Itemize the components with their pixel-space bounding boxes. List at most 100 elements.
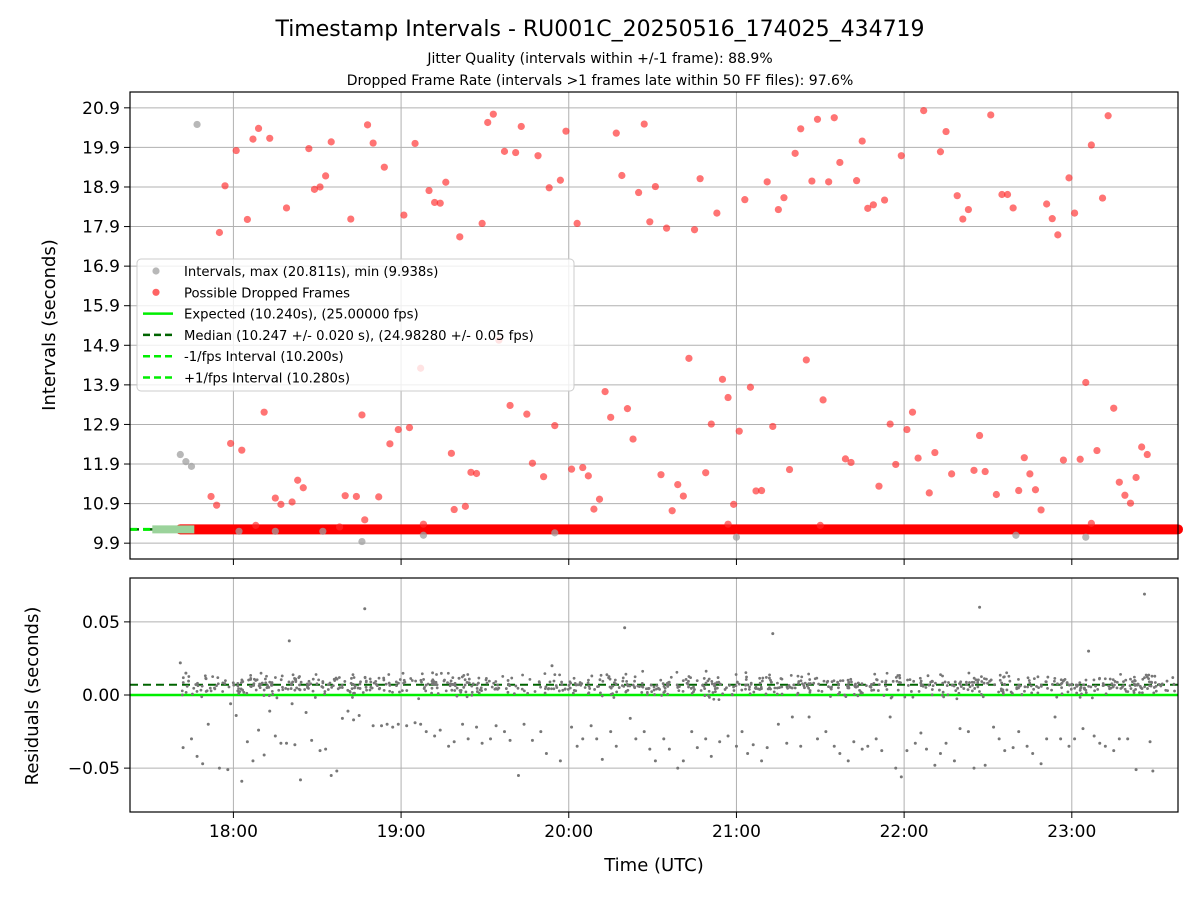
interval-point — [182, 458, 190, 466]
residual-point — [921, 683, 925, 687]
residual-point — [286, 687, 290, 691]
residual-point — [624, 689, 628, 693]
dropped-frame-point — [914, 454, 922, 462]
residual-point — [772, 690, 776, 694]
residual-point — [850, 680, 853, 684]
residual-point — [1023, 685, 1027, 689]
dropped-frame-point — [540, 473, 548, 481]
residual-point — [450, 688, 454, 692]
residual-point — [192, 686, 196, 690]
residual-point — [490, 685, 494, 689]
residual-point — [568, 686, 572, 690]
residual-outlier-point — [628, 716, 632, 720]
residual-point — [1172, 682, 1176, 686]
residual-point — [659, 678, 663, 682]
dropped-frame-point — [1059, 456, 1068, 464]
residual-point — [227, 685, 231, 689]
residual-point — [797, 682, 800, 685]
dropped-frame-point — [853, 177, 861, 185]
residual-point — [448, 682, 452, 686]
residual-point — [761, 676, 765, 680]
residual-point — [979, 692, 983, 696]
residual-point — [628, 684, 632, 688]
dropped-frame-point — [249, 135, 257, 143]
residual-point — [1153, 674, 1157, 678]
residual-point — [543, 672, 547, 676]
dropped-frame-point — [948, 470, 956, 478]
interval-point — [193, 120, 201, 129]
residual-outlier-point — [623, 626, 627, 630]
residual-point — [455, 686, 459, 690]
dropped-frame-point — [757, 486, 766, 495]
residual-point — [754, 685, 758, 689]
residual-point — [596, 685, 599, 689]
residual-point — [728, 684, 731, 687]
residual-point — [640, 685, 644, 688]
residual-outlier-point — [690, 730, 694, 734]
residual-point — [281, 688, 285, 692]
residual-point — [422, 687, 426, 691]
dropped-frame-point — [785, 465, 794, 474]
residual-point — [1160, 682, 1164, 686]
residual-point — [1073, 686, 1077, 690]
residual-point — [993, 683, 997, 687]
dropped-frame-point — [1020, 454, 1028, 462]
residual-point — [508, 684, 512, 688]
residual-point — [391, 690, 394, 694]
residual-point — [291, 680, 295, 684]
residual-point — [976, 681, 980, 685]
residual-point — [976, 678, 980, 682]
residual-point — [760, 687, 763, 691]
residual-point — [1150, 674, 1154, 678]
residual-point — [838, 690, 842, 694]
dropped-frame-point — [880, 196, 889, 204]
residual-point — [665, 684, 669, 687]
residual-outlier-point — [807, 715, 811, 719]
residual-outlier-point — [880, 749, 884, 753]
residual-point — [1046, 675, 1050, 679]
dropped-frame-point — [545, 184, 553, 192]
residual-outlier-point — [391, 725, 395, 729]
residual-point — [744, 683, 747, 687]
residual-outlier-point — [575, 744, 579, 748]
residual-point — [340, 683, 344, 687]
residual-point — [378, 686, 382, 690]
residual-point — [321, 680, 325, 683]
residual-outlier-point — [229, 702, 233, 706]
dropped-frame-point — [375, 493, 383, 501]
residual-point — [1075, 691, 1079, 695]
residual-point — [1000, 689, 1003, 693]
residual-point — [614, 682, 618, 686]
residual-point — [216, 676, 220, 679]
residual-point — [934, 681, 937, 685]
residual-point — [857, 681, 860, 685]
residual-point — [547, 687, 551, 690]
residual-point — [703, 687, 707, 691]
residual-outlier-point — [799, 744, 803, 748]
residual-point — [348, 690, 352, 694]
residual-point — [859, 691, 863, 695]
residual-point — [358, 682, 362, 686]
residual-outlier-point — [662, 737, 666, 741]
residual-point — [827, 685, 830, 689]
residual-point — [756, 687, 760, 691]
residual-point — [1062, 678, 1066, 682]
residual-point — [236, 682, 240, 685]
dropped-frame-point — [679, 492, 687, 500]
dropped-frame-point — [623, 405, 632, 413]
residual-point — [484, 687, 487, 691]
residual-point — [839, 679, 842, 683]
residual-outlier-point — [1098, 741, 1102, 745]
residual-point — [453, 684, 457, 688]
residual-point — [1108, 677, 1112, 681]
residual-point — [520, 687, 524, 691]
residual-outlier-point — [642, 730, 646, 734]
dropped-frame-point — [562, 127, 570, 135]
residual-point — [314, 673, 318, 676]
residual-point — [1129, 677, 1132, 681]
dropped-frame-point — [442, 178, 450, 186]
residual-point — [1065, 681, 1069, 684]
residual-point — [930, 688, 934, 691]
residual-point — [200, 684, 204, 688]
residual-point — [572, 676, 576, 680]
